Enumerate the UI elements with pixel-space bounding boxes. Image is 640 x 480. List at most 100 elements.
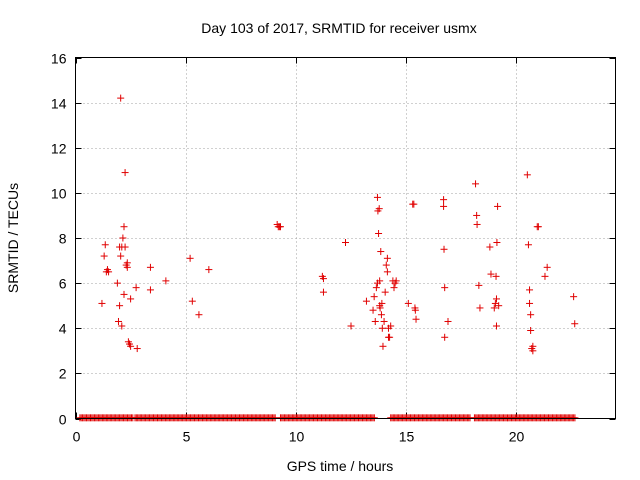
data-point: [412, 315, 420, 323]
data-point: [377, 311, 385, 319]
data-point: [146, 263, 154, 271]
data-point: [410, 200, 418, 208]
data-point: [390, 284, 398, 292]
data-point: [381, 288, 389, 296]
data-point: [404, 299, 412, 307]
data-point: [492, 272, 500, 280]
data-point: [377, 248, 385, 256]
y-tick-label: 14: [51, 96, 67, 112]
data-point: [117, 252, 125, 260]
data-point: [342, 239, 349, 247]
data-point: [375, 205, 383, 213]
data-point: [362, 297, 370, 305]
data-point: [188, 297, 196, 305]
data-point: [347, 322, 355, 330]
data-point: [492, 295, 500, 303]
data-point: [494, 202, 502, 210]
y-tick-labels: 0 2 4 6 8 10 12 14 16: [51, 51, 67, 428]
data-point: [571, 320, 579, 328]
data-point: [543, 263, 551, 271]
data-point: [123, 259, 131, 267]
data-point: [116, 302, 124, 310]
baseline-point: [370, 414, 378, 422]
data-point: [527, 311, 535, 319]
data-point: [570, 293, 578, 301]
data-point: [411, 306, 419, 314]
data-point: [119, 234, 127, 242]
data-point: [98, 299, 106, 307]
data-point: [376, 277, 384, 285]
data-point: [117, 94, 125, 102]
grid-lines: [75, 57, 616, 419]
data-point: [440, 196, 448, 204]
data-point: [476, 304, 484, 312]
y-tick-label: 6: [59, 276, 67, 292]
data-point: [378, 299, 386, 307]
data-point: [493, 239, 501, 247]
data-point: [186, 254, 194, 262]
baseline-point: [571, 414, 579, 422]
data-point: [524, 241, 532, 249]
data-point: [534, 223, 542, 231]
data-point: [379, 342, 387, 350]
data-point: [526, 299, 534, 307]
data-point: [527, 327, 535, 335]
data-point: [440, 245, 448, 253]
plot-frame: [75, 57, 616, 419]
data-point: [319, 288, 327, 296]
data-point: [380, 317, 388, 325]
data-point: [440, 202, 448, 210]
y-tick-label: 4: [59, 321, 67, 337]
data-point: [133, 345, 141, 353]
data-points: [76, 94, 579, 422]
y-tick-label: 16: [51, 51, 67, 67]
chart-title: Day 103 of 2017, SRMTID for receiver usm…: [201, 20, 476, 36]
data-point: [121, 243, 129, 251]
data-point: [376, 304, 384, 312]
data-point: [392, 277, 400, 285]
x-axis-label: GPS time / hours: [287, 458, 394, 474]
data-point: [146, 286, 154, 294]
data-point: [114, 317, 122, 325]
data-point: [100, 252, 108, 260]
data-point: [132, 284, 140, 292]
data-point: [472, 180, 480, 188]
y-tick-label: 12: [51, 141, 67, 157]
data-point: [371, 317, 379, 325]
data-point: [205, 266, 213, 274]
y-tick-label: 8: [59, 231, 67, 247]
data-point: [473, 211, 481, 219]
data-point: [319, 275, 327, 283]
data-point: [118, 322, 126, 330]
data-point: [475, 281, 483, 289]
data-point: [195, 311, 203, 319]
data-point: [382, 261, 390, 269]
data-point: [490, 304, 498, 312]
x-tick-label: 10: [289, 429, 305, 445]
data-point: [495, 302, 503, 310]
data-point: [373, 193, 381, 201]
data-point: [372, 284, 380, 292]
data-point: [383, 268, 391, 276]
data-point: [444, 317, 452, 325]
y-tick-label: 0: [59, 412, 67, 428]
data-point: [529, 342, 537, 350]
data-point: [441, 284, 449, 292]
data-point: [487, 270, 495, 278]
x-tick-label: 0: [73, 429, 81, 445]
data-point: [101, 241, 109, 249]
data-point: [383, 254, 391, 262]
data-point: [162, 277, 170, 285]
x-tick-label: 5: [183, 429, 191, 445]
data-point: [386, 333, 394, 341]
data-point: [276, 223, 284, 231]
data-point: [375, 229, 383, 237]
data-point: [441, 333, 449, 341]
data-point: [378, 324, 386, 332]
y-axis-label: SRMTID / TECUs: [5, 183, 21, 293]
data-point: [473, 220, 481, 228]
data-point: [120, 223, 128, 231]
data-point: [105, 268, 113, 276]
data-point: [127, 342, 135, 350]
